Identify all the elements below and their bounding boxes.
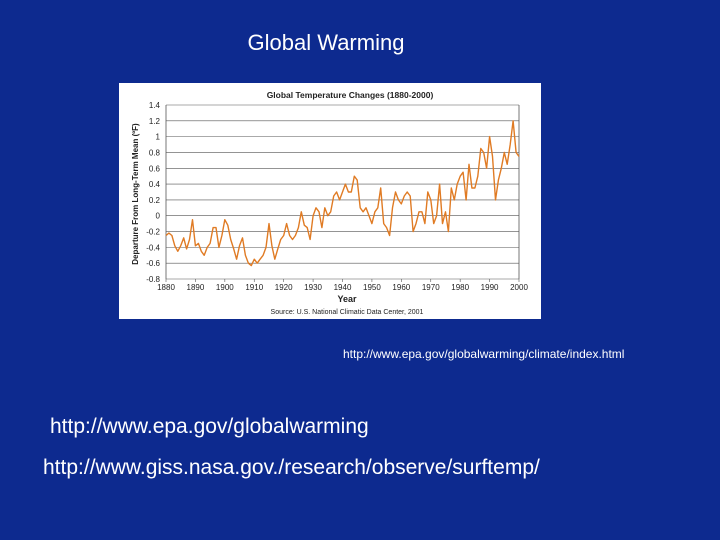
chart-container: Global Temperature Changes (1880-2000) 1… (119, 83, 541, 319)
x-tick-label: 2000 (510, 283, 528, 292)
x-tick-label: 1950 (363, 283, 381, 292)
slide-title: Global Warming (247, 30, 405, 55)
series-group (165, 120, 520, 267)
y-tick-label: 1 (156, 133, 161, 142)
x-tick-label: 1880 (157, 283, 175, 292)
x-tick-label: 1920 (275, 283, 293, 292)
x-tick-label: 1970 (422, 283, 440, 292)
x-tick-label: 1890 (187, 283, 205, 292)
y-tick-label: 1.2 (149, 117, 161, 126)
x-tick-label: 1990 (481, 283, 499, 292)
x-tick-label: 1910 (245, 283, 263, 292)
y-tick-label: 0.6 (149, 164, 161, 173)
x-tick-label: 1930 (304, 283, 322, 292)
chart-title: Global Temperature Changes (1880-2000) (267, 90, 434, 100)
x-axis-label: Year (337, 294, 357, 304)
epa-link[interactable]: http://www.epa.gov/globalwarming (50, 415, 369, 438)
temperature-chart: Global Temperature Changes (1880-2000) 1… (131, 90, 528, 316)
x-tick-labels: 1880 1890 1900 1910 1920 1930 1940 1950 1960 1970… (157, 283, 528, 292)
y-tick-label: -0.4 (146, 243, 160, 252)
x-tick-label: 1900 (216, 283, 234, 292)
y-tick-label: 1.4 (149, 101, 161, 110)
y-tick-label: -0.6 (146, 259, 160, 268)
gridlines (165, 104, 520, 282)
y-tick-label: -0.8 (146, 275, 160, 284)
source-url[interactable]: http://www.epa.gov/globalwarming/climate… (343, 347, 625, 361)
y-tick-label: 0 (156, 212, 161, 221)
y-tick-label: -0.2 (146, 228, 160, 237)
y-tick-label: 0.8 (149, 148, 161, 157)
y-tick-label: 0.4 (149, 180, 161, 189)
temperature-series-line (165, 120, 520, 267)
chart-source: Source: U.S. National Climatic Data Cent… (271, 309, 424, 316)
x-tick-label: 1940 (334, 283, 352, 292)
x-tick-label: 1960 (392, 283, 410, 292)
nasa-giss-link[interactable]: http://www.giss.nasa.gov./research/obser… (43, 456, 540, 479)
y-tick-label: 0.2 (149, 196, 161, 205)
y-tick-labels: 1.4 1.2 1 0.8 0.6 0.4 0.2 0 -0.2 -0.4 -0.6 -0.8 (146, 101, 160, 284)
y-axis-label: Departure From Long-Term Mean (ºF) (131, 123, 140, 265)
x-tick-label: 1980 (451, 283, 469, 292)
